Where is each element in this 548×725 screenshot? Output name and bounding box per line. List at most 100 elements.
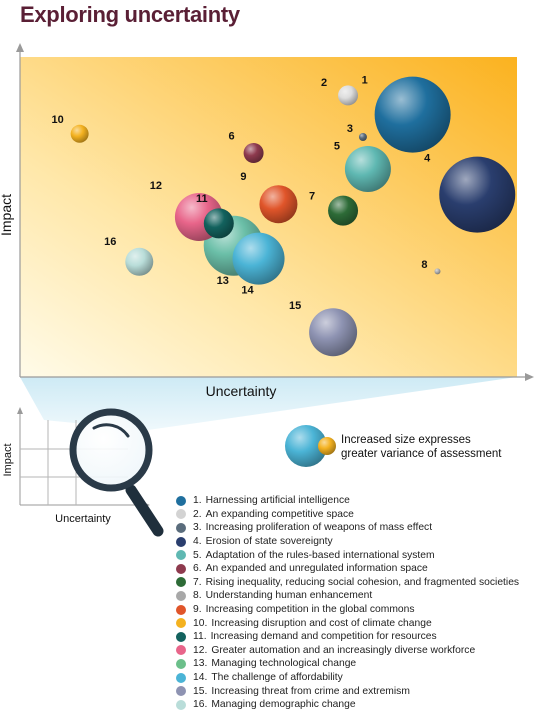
bubble-label-1: 1 <box>362 75 368 87</box>
legend-item-number: 13. <box>193 658 208 670</box>
legend-item-number: 3. <box>193 522 202 534</box>
legend-item-number: 7. <box>193 576 202 588</box>
legend-item-label: Rising inequality, reducing social cohes… <box>205 576 520 588</box>
legend-item-label: An expanding competitive space <box>205 508 354 520</box>
size-note-line-2: greater variance of assessment <box>341 448 502 460</box>
legend-color-dot <box>176 672 186 683</box>
legend-color-dot <box>176 618 186 629</box>
legend-color-dot <box>176 699 186 710</box>
legend-item: 9. Increasing competition in the global c… <box>176 603 519 617</box>
legend-color-dot <box>176 645 186 656</box>
legend-item: 8. Understanding human enhancement <box>176 589 519 603</box>
size-key-large-bubble <box>285 425 327 467</box>
legend-color-dot <box>176 509 186 520</box>
bubble-label-13: 13 <box>217 275 229 287</box>
legend-item: 1. Harnessing artificial intelligence <box>176 494 519 508</box>
bubble-14 <box>232 232 285 285</box>
legend-item-label: Increasing threat from crime and extremi… <box>211 685 410 697</box>
x-axis-title: Uncertainty <box>206 383 277 399</box>
legend-color-dot <box>176 631 186 642</box>
inset-x-label: Uncertainty <box>55 513 111 525</box>
legend-item-label: The challenge of affordability <box>211 672 343 684</box>
size-key <box>285 425 336 467</box>
legend-item-number: 16. <box>193 699 208 711</box>
legend-item: 14. The challenge of affordability <box>176 671 519 685</box>
bubble-label-14: 14 <box>241 285 254 297</box>
bubble-label-8: 8 <box>421 259 427 271</box>
bubble-label-6: 6 <box>229 131 235 143</box>
zoom-funnel <box>20 377 517 430</box>
legend-item-label: Managing technological change <box>211 658 357 670</box>
legend-item: 10. Increasing disruption and cost of cli… <box>176 616 519 630</box>
legend-item-number: 4. <box>193 536 202 548</box>
legend-color-dot <box>176 495 186 506</box>
legend-item-label: Erosion of state sovereignty <box>205 536 333 548</box>
bubble-label-7: 7 <box>309 190 315 202</box>
legend-item-label: Increasing disruption and cost of climat… <box>211 617 432 629</box>
axes <box>16 43 534 381</box>
bubble-6 <box>243 143 264 163</box>
legend-item: 6. An expanded and unregulated informatio… <box>176 562 519 576</box>
inset-y-label: Impact <box>2 443 14 476</box>
bubble-label-10: 10 <box>52 114 64 126</box>
legend-item-label: Increasing proliferation of weapons of m… <box>205 522 433 534</box>
bubble-2 <box>338 85 359 106</box>
size-key-small-bubble <box>318 437 336 455</box>
bubble-16 <box>125 247 154 276</box>
legend-item-number: 9. <box>193 604 202 616</box>
legend-item-label: Greater automation and an increasingly d… <box>211 644 476 656</box>
legend-item: 16. Managing demographic change <box>176 698 519 712</box>
bubble-label-16: 16 <box>104 236 116 248</box>
legend-item: 11. Increasing demand and competition for… <box>176 630 519 644</box>
legend-item-label: Increasing competition in the global com… <box>205 604 415 616</box>
legend-item-label: Adaptation of the rules-based internatio… <box>205 549 435 561</box>
bubble-label-9: 9 <box>240 171 246 183</box>
legend-item-label: Harnessing artificial intelligence <box>205 495 350 507</box>
legend-item-label: Managing demographic change <box>211 699 356 711</box>
legend-item-number: 14. <box>193 672 208 684</box>
legend-item: 13. Managing technological change <box>176 657 519 671</box>
bubble-7 <box>328 195 359 226</box>
bubble-label-5: 5 <box>334 140 340 152</box>
legend-color-dot <box>176 686 186 697</box>
bubble-9 <box>259 185 298 224</box>
legend-item-number: 6. <box>193 563 202 575</box>
bubble-label-15: 15 <box>289 300 301 312</box>
bubble-label-12: 12 <box>150 180 162 192</box>
legend-item-number: 10. <box>193 617 208 629</box>
legend-color-dot <box>176 577 186 588</box>
legend-item: 15. Increasing threat from crime and extr… <box>176 684 519 698</box>
legend-color-dot <box>176 536 186 547</box>
bubble-label-4: 4 <box>424 153 431 165</box>
bubble-15 <box>309 308 358 357</box>
legend-item-label: An expanded and unregulated information … <box>205 563 428 575</box>
legend-item-number: 2. <box>193 508 202 520</box>
bubble-10 <box>70 124 89 143</box>
bubble-11 <box>203 208 234 239</box>
bubble-1 <box>374 76 451 153</box>
bubble-label-11: 11 <box>196 193 208 205</box>
legend-item-number: 15. <box>193 685 208 697</box>
legend-item-label: Understanding human enhancement <box>205 590 373 602</box>
legend-item: 7. Rising inequality, reducing social coh… <box>176 576 519 590</box>
legend-color-dot <box>176 658 186 669</box>
legend-item: 3. Increasing proliferation of weapons of… <box>176 521 519 535</box>
legend-color-dot <box>176 604 186 615</box>
legend-item-number: 5. <box>193 549 202 561</box>
bubble-label-3: 3 <box>347 123 353 135</box>
legend-color-dot <box>176 550 186 561</box>
legend-item: 2. An expanding competitive space <box>176 508 519 522</box>
legend-color-dot <box>176 590 186 601</box>
bubble-5 <box>344 146 391 192</box>
legend-item-label: Increasing demand and competition for re… <box>210 631 437 643</box>
legend-item: 12. Greater automation and an increasingl… <box>176 644 519 658</box>
page-title: Exploring uncertainty <box>20 2 240 27</box>
legend-item-number: 11. <box>193 631 207 643</box>
bubble-4 <box>439 156 516 233</box>
bubble-8 <box>434 268 441 275</box>
bubble-3 <box>358 133 367 141</box>
y-axis-title: Impact <box>0 194 14 236</box>
legend-color-dot <box>176 563 186 574</box>
legend-item-number: 8. <box>193 590 202 602</box>
